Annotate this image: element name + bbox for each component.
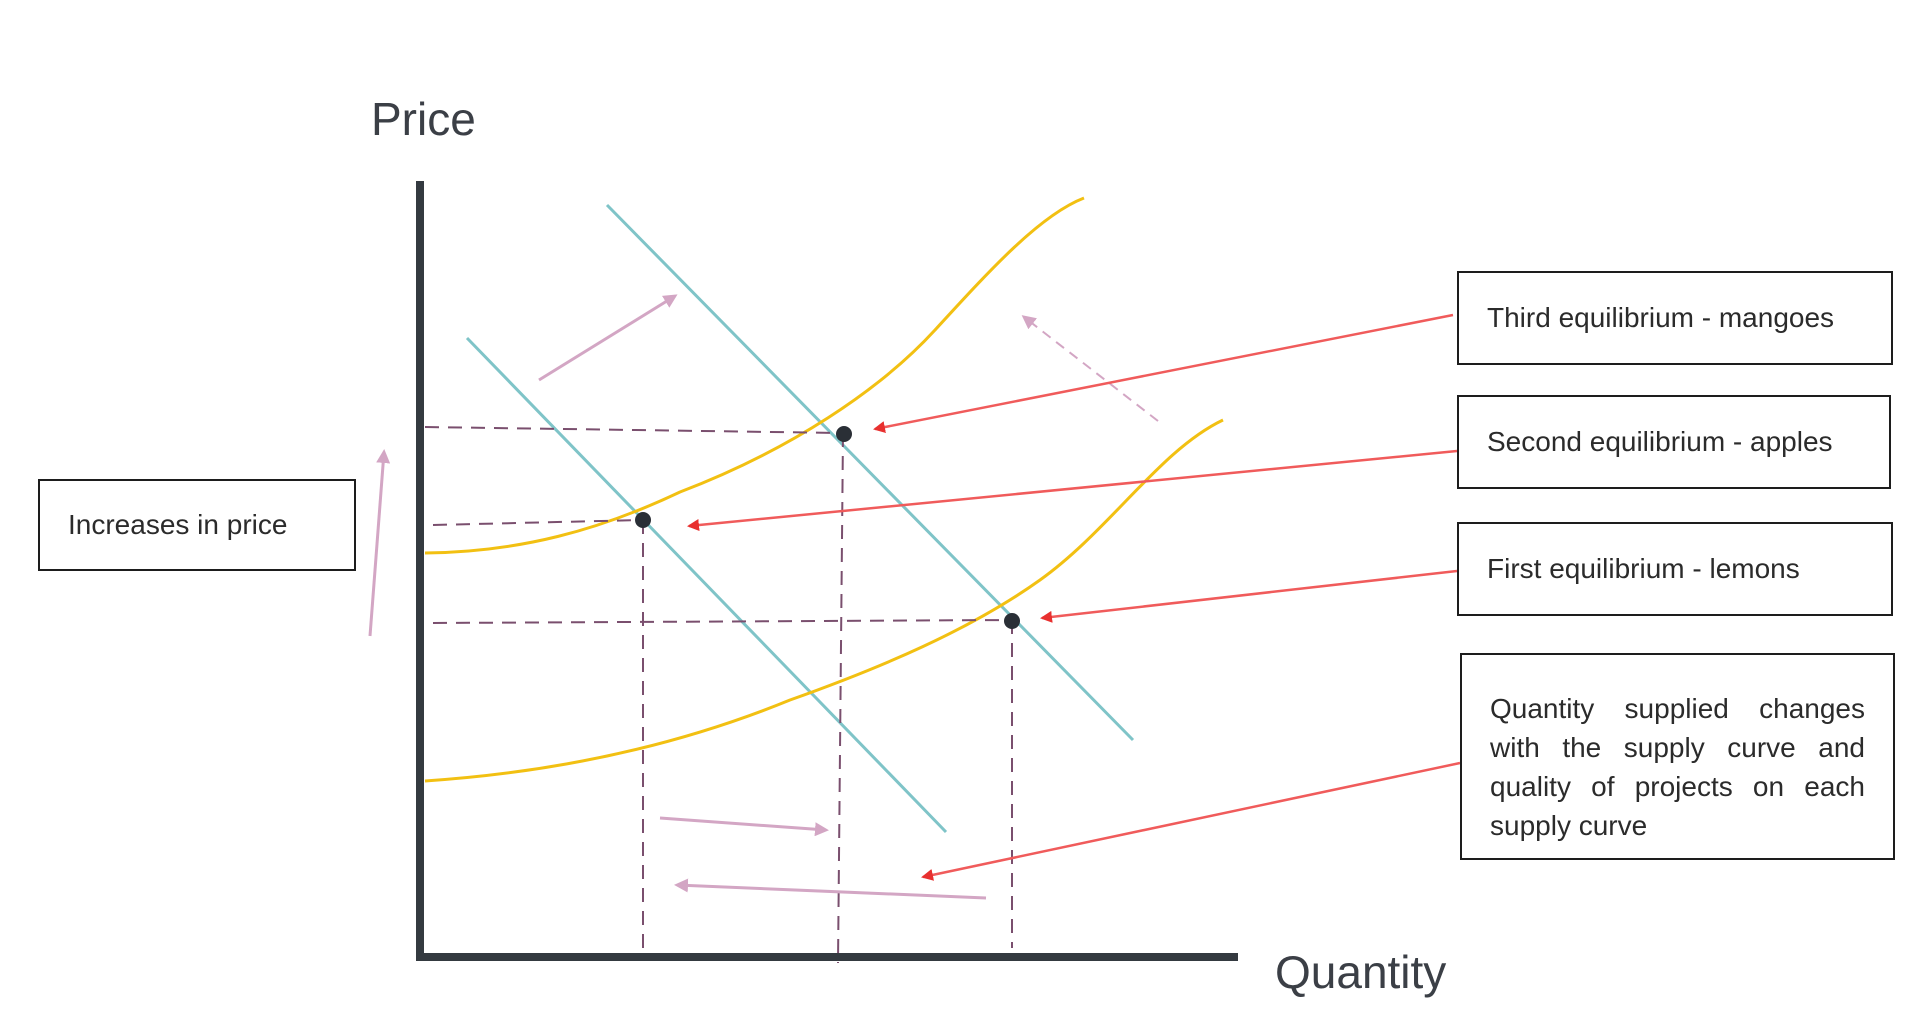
equilibrium-point-first (1004, 613, 1020, 629)
equilibrium-point-second (635, 512, 651, 528)
callout-arrow-third (873, 313, 1454, 433)
supply-shift-arrow (1021, 315, 1159, 422)
supply-curve-lower (424, 418, 1224, 783)
callout-arrow-first (1040, 569, 1458, 623)
second-equilibrium-box: Second equilibrium - apples (1457, 395, 1891, 489)
x-axis-label: Quantity (1275, 946, 1447, 998)
y-axis-label: Price (371, 93, 476, 145)
price-increase-arrow (368, 449, 391, 637)
quantity-increase-arrow (659, 816, 829, 837)
quantity-decrease-arrow (674, 878, 987, 900)
supply-curve-upper (424, 196, 1085, 555)
equilibrium-point-third (836, 426, 852, 442)
first-equilibrium-text: First equilibrium - lemons (1487, 553, 1800, 584)
third-equilibrium-box: Third equilibrium - mangoes (1457, 271, 1893, 365)
callout-arrow-quantity (921, 761, 1461, 881)
second-equilibrium-text: Second equilibrium - apples (1487, 426, 1833, 457)
demand-curve-low (465, 336, 948, 834)
third-equilibrium-text: Third equilibrium - mangoes (1487, 302, 1835, 333)
equilibrium-guides (424, 426, 1013, 964)
quantity-note-box: Quantity supplied changes with the suppl… (1460, 653, 1895, 860)
demand-shift-arrow (538, 294, 678, 382)
quantity-note-text: Quantity supplied changes with the suppl… (1490, 693, 1865, 841)
callout-arrow-second (687, 449, 1458, 531)
first-equilibrium-box: First equilibrium - lemons (1457, 522, 1893, 616)
increases-in-price-box: Increases in price (38, 479, 356, 571)
demand-curve-high (605, 203, 1135, 742)
increases-in-price-text: Increases in price (68, 509, 288, 540)
